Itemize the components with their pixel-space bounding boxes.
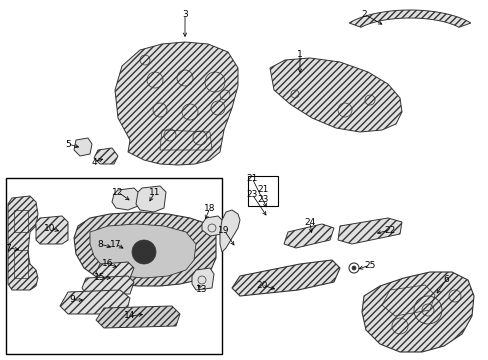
- Polygon shape: [90, 224, 196, 278]
- Polygon shape: [136, 186, 165, 212]
- Text: 14: 14: [124, 311, 135, 320]
- Circle shape: [132, 240, 156, 264]
- Polygon shape: [284, 224, 333, 248]
- Text: 21: 21: [246, 174, 257, 183]
- Text: 17: 17: [110, 239, 122, 248]
- Text: 23: 23: [246, 189, 257, 198]
- Text: 11: 11: [149, 188, 161, 197]
- Bar: [6, 178, 222, 354]
- Text: 1: 1: [297, 50, 302, 59]
- Polygon shape: [60, 290, 130, 314]
- Polygon shape: [115, 42, 238, 165]
- Text: 6: 6: [442, 275, 448, 284]
- Polygon shape: [202, 216, 224, 236]
- Text: 20: 20: [256, 280, 267, 289]
- Polygon shape: [74, 138, 92, 156]
- Text: 9: 9: [69, 296, 75, 305]
- Text: 13: 13: [196, 285, 207, 294]
- Text: 4: 4: [91, 158, 97, 166]
- Polygon shape: [96, 306, 180, 328]
- Polygon shape: [112, 188, 140, 210]
- Text: 8: 8: [97, 239, 102, 248]
- Circle shape: [351, 266, 355, 270]
- Text: 18: 18: [204, 203, 215, 212]
- Text: 5: 5: [65, 140, 71, 149]
- Polygon shape: [361, 272, 473, 352]
- Text: 16: 16: [102, 260, 114, 269]
- Polygon shape: [36, 216, 68, 244]
- Polygon shape: [96, 262, 134, 278]
- Text: 24: 24: [304, 217, 315, 226]
- Polygon shape: [337, 218, 401, 244]
- Polygon shape: [74, 212, 216, 286]
- Text: 19: 19: [218, 225, 229, 234]
- Text: 23: 23: [257, 194, 268, 203]
- Bar: [247, 176, 278, 206]
- Text: 2: 2: [361, 9, 366, 18]
- Text: 22: 22: [384, 225, 395, 234]
- Polygon shape: [94, 148, 118, 164]
- Polygon shape: [82, 276, 134, 294]
- Text: 12: 12: [112, 188, 123, 197]
- Polygon shape: [269, 58, 401, 132]
- Text: 25: 25: [364, 261, 375, 270]
- Polygon shape: [348, 10, 470, 27]
- Text: 7: 7: [5, 243, 11, 252]
- Text: 3: 3: [182, 9, 187, 18]
- Text: 21: 21: [257, 185, 268, 194]
- Text: 15: 15: [94, 274, 105, 283]
- Polygon shape: [231, 260, 339, 296]
- Polygon shape: [220, 210, 240, 252]
- Text: 10: 10: [44, 224, 56, 233]
- Polygon shape: [8, 196, 38, 290]
- Polygon shape: [192, 268, 214, 290]
